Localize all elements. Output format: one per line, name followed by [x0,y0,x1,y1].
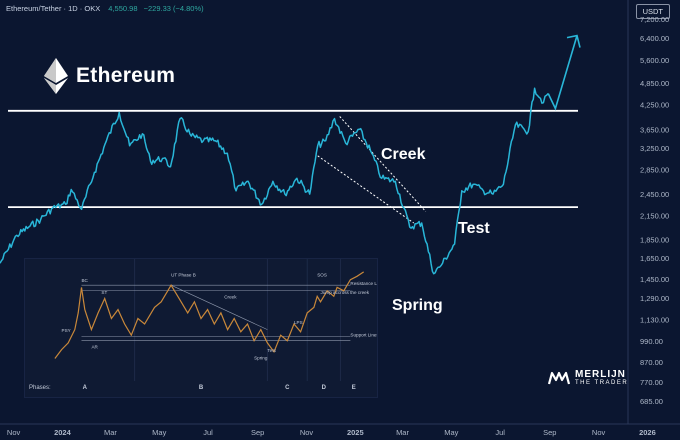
spring-annotation: Spring [392,297,443,314]
inset-label: Test [267,348,276,353]
y-tick-label: 3,650.00 [640,125,669,134]
watermark-subtext: THE TRADER [575,380,629,386]
x-tick-label: Mar [396,428,409,437]
x-tick-label: May [444,428,458,437]
y-tick-label: 4,250.00 [640,101,669,110]
ethereum-diamond-icon [44,58,68,94]
wyckoff-inset-chart: PSY BC AR ST UT Phase B Creek Spring Test LPS SOS… [24,258,386,398]
inset-price-line [54,271,365,359]
merlijn-logo-icon [548,371,570,385]
x-tick-label: Sep [251,428,264,437]
creek-channel-upper [339,116,427,212]
y-tick-label: 2,450.00 [640,190,669,199]
x-tick-label: Nov [7,428,21,437]
y-tick-label: 685.00 [640,397,663,406]
watermark-text: MERLIJN [575,369,626,380]
inset-label: BC [81,278,88,283]
projection-path [547,35,578,111]
price-change: −229.33 (−4.80%) [143,4,204,13]
x-tick-label: 2025 [347,428,364,437]
x-tick-label: Sep [543,428,556,437]
x-tick-label: Nov [592,428,606,437]
test-annotation: Test [458,220,490,237]
x-tick-label: 2024 [54,428,72,437]
eth-price-line [0,87,549,275]
inset-creek-line [170,284,268,330]
inset-label: Resistance Lines [350,281,377,286]
inset-label: AR [91,344,98,349]
y-tick-label: 2,150.00 [640,211,669,220]
creek-annotation: Creek [381,146,426,163]
y-tick-label: 4,850.00 [640,79,669,88]
y-tick-label: 2,850.00 [640,165,669,174]
phase-tick-label: E [352,385,356,391]
y-tick-label: 1,130.00 [640,316,669,325]
creek-channel-lower [317,155,415,224]
brand-logo: Ethereum [44,58,175,94]
inset-label: Creek [224,295,237,300]
phases-label: Phases: [29,385,51,391]
brand-name: Ethereum [76,64,176,87]
y-tick-label: 990.00 [640,337,663,346]
y-tick-label: 6,400.00 [640,34,669,43]
chart-header: Ethereum/Tether · 1D · OKX 4,550.98 −229… [6,4,204,13]
y-tick-label: 1,450.00 [640,275,669,284]
y-tick-label: 1,290.00 [640,294,669,303]
phase-tick-label: B [199,385,204,391]
inset-label: Spring [254,356,268,361]
symbol-title[interactable]: Ethereum/Tether · 1D · OKX [6,4,101,13]
y-tick-label: 3,250.00 [640,144,669,153]
y-tick-label: 5,600.00 [640,56,669,65]
phase-tick-label: A [83,385,88,391]
y-tick-label: 1,850.00 [640,236,669,245]
last-price: 4,550.98 [108,4,138,13]
x-tick-label: May [152,428,166,437]
projection-arrowhead [566,34,581,48]
y-tick-label: 870.00 [640,358,663,367]
x-tick-label: Jul [495,428,505,437]
x-tick-label: 2026 [639,428,656,437]
inset-label: PSY [62,328,71,333]
y-tick-label: 770.00 [640,378,663,387]
x-tick-label: Nov [300,428,314,437]
phase-tick-label: C [285,385,290,391]
inset-label: SOS [317,272,327,277]
currency-badge[interactable]: USDT [635,4,670,19]
x-tick-label: Jul [203,428,213,437]
y-tick-label: 7,200.00 [640,15,669,24]
inset-label: Jump accross the creek [321,290,370,295]
inset-label: ST [101,290,107,295]
inset-label: LPS [294,320,303,325]
watermark-logo: MERLIJN THE TRADER [548,370,628,386]
inset-label: UT Phase B [171,272,196,277]
phase-tick-label: D [322,385,327,391]
inset-label: Support Lines [350,332,377,337]
y-tick-label: 1,650.00 [640,254,669,263]
x-tick-label: Mar [104,428,117,437]
